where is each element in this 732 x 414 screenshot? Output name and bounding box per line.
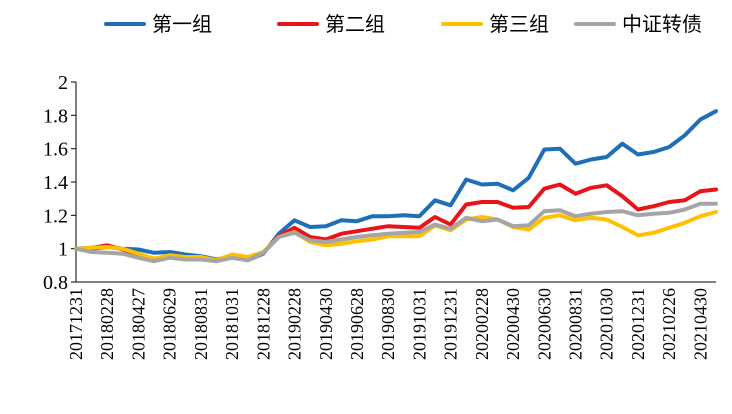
y-tick-label: 1.8 <box>43 105 68 127</box>
y-tick-label: 1.2 <box>43 205 68 227</box>
x-tick-label: 20171231 <box>66 288 86 360</box>
x-axis: 20171231 20180228 20180427 20180629 20180831… <box>66 281 716 360</box>
x-tick-label: 20191031 <box>409 288 429 360</box>
y-axis: 0.8 1 1.2 1.4 1.6 1.8 2 <box>43 72 77 294</box>
x-tick-label: 20190830 <box>378 288 398 360</box>
legend-item-2: 第二组 <box>277 12 385 36</box>
legend-item-1: 第一组 <box>104 12 212 36</box>
legend-label: 第二组 <box>325 12 385 36</box>
x-tick-label: 20190628 <box>347 288 367 360</box>
legend: 第一组 第二组 第三组 中证转债 <box>104 12 702 36</box>
y-tick-label: 0.8 <box>43 272 68 294</box>
legend-label: 中证转债 <box>622 12 702 36</box>
x-tick-label: 20181031 <box>222 288 242 360</box>
x-tick-label: 20180228 <box>97 288 117 360</box>
x-tick-label: 20180831 <box>191 288 211 360</box>
x-tick-label: 20210226 <box>659 288 679 360</box>
y-tick-label: 2 <box>58 72 68 94</box>
x-tick-label: 20191231 <box>441 288 461 360</box>
x-tick-label: 20201030 <box>597 288 617 360</box>
series-line-4 <box>74 201 718 264</box>
series-line-2 <box>74 182 718 263</box>
x-tick-label: 20190430 <box>316 288 336 360</box>
y-tick-label: 1 <box>58 239 68 261</box>
x-tick-label: 20200831 <box>566 288 586 360</box>
series-group <box>74 109 718 264</box>
y-tick-label: 1.6 <box>43 139 68 161</box>
legend-label: 第一组 <box>152 12 212 36</box>
legend-item-3: 第三组 <box>441 12 549 36</box>
series-line-3 <box>74 210 718 263</box>
legend-item-4: 中证转债 <box>574 12 702 36</box>
x-tick-label: 20180629 <box>160 288 180 360</box>
x-tick-label: 20200430 <box>503 288 523 360</box>
x-tick-label: 20190228 <box>285 288 305 360</box>
x-tick-label: 20200228 <box>472 288 492 360</box>
x-tick-label: 20200630 <box>534 288 554 360</box>
x-tick-label: 20210430 <box>690 288 710 360</box>
x-tick-label: 20201231 <box>628 288 648 360</box>
legend-label: 第三组 <box>489 12 549 36</box>
x-tick-label: 20181228 <box>253 288 273 360</box>
series-line-1 <box>74 109 718 263</box>
x-tick-label: 20180427 <box>128 288 148 360</box>
y-tick-label: 1.4 <box>43 172 68 194</box>
